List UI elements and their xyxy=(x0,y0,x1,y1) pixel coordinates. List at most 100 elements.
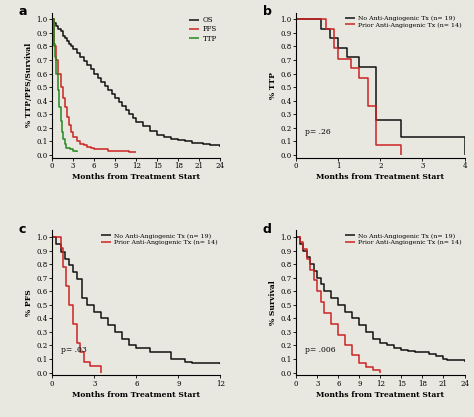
OS xyxy=(109,91,115,96)
TTP xyxy=(49,17,55,22)
No Anti-Angiogenic Tx (n= 19) xyxy=(344,55,349,60)
Prior Anti-Angiogenic Tx (n= 14) xyxy=(310,17,316,22)
Prior Anti-Angiogenic Tx (n= 14) xyxy=(58,245,64,250)
PFS xyxy=(88,144,93,149)
Prior Anti-Angiogenic Tx (n= 14) xyxy=(348,56,354,61)
PFS xyxy=(105,147,111,152)
Line: Prior Anti-Angiogenic Tx (n= 14): Prior Anti-Angiogenic Tx (n= 14) xyxy=(296,19,401,155)
No Anti-Angiogenic Tx (n= 19) xyxy=(374,117,379,122)
No Anti-Angiogenic Tx (n= 19) xyxy=(356,55,362,60)
No Anti-Angiogenic Tx (n= 19) xyxy=(182,357,188,362)
Prior Anti-Angiogenic Tx (n= 14) xyxy=(323,17,328,22)
Prior Anti-Angiogenic Tx (n= 14) xyxy=(318,299,324,304)
PFS xyxy=(127,150,132,155)
PFS xyxy=(54,58,59,63)
PFS xyxy=(91,146,97,151)
Prior Anti-Angiogenic Tx (n= 14) xyxy=(336,321,341,326)
TTP xyxy=(51,17,56,22)
PFS xyxy=(74,135,80,140)
No Anti-Angiogenic Tx (n= 19) xyxy=(336,36,341,41)
Line: OS: OS xyxy=(52,19,220,147)
Legend: No Anti-Angiogenic Tx (n= 19), Prior Anti-Angiogenic Tx (n= 14): No Anti-Angiogenic Tx (n= 19), Prior Ant… xyxy=(345,15,461,28)
Legend: No Anti-Angiogenic Tx (n= 19), Prior Anti-Angiogenic Tx (n= 14): No Anti-Angiogenic Tx (n= 19), Prior Ant… xyxy=(345,233,461,245)
Prior Anti-Angiogenic Tx (n= 14) xyxy=(349,352,355,357)
PFS xyxy=(119,148,125,153)
TTP xyxy=(55,87,61,92)
OS xyxy=(81,59,87,64)
TTP xyxy=(70,147,76,152)
Line: No Anti-Angiogenic Tx (n= 19): No Anti-Angiogenic Tx (n= 19) xyxy=(296,237,465,362)
Prior Anti-Angiogenic Tx (n= 14) xyxy=(342,332,348,337)
No Anti-Angiogenic Tx (n= 19) xyxy=(293,234,299,239)
OS xyxy=(81,55,87,60)
TTP xyxy=(54,71,59,76)
Line: PFS: PFS xyxy=(52,19,137,152)
Prior Anti-Angiogenic Tx (n= 14) xyxy=(321,310,327,315)
Prior Anti-Angiogenic Tx (n= 14) xyxy=(310,17,316,22)
PFS xyxy=(81,143,87,148)
PFS xyxy=(68,123,74,128)
Prior Anti-Angiogenic Tx (n= 14) xyxy=(66,302,72,307)
No Anti-Angiogenic Tx (n= 19) xyxy=(374,64,379,69)
Prior Anti-Angiogenic Tx (n= 14) xyxy=(91,363,97,368)
OS xyxy=(218,144,223,149)
No Anti-Angiogenic Tx (n= 19) xyxy=(321,282,327,287)
Prior Anti-Angiogenic Tx (n= 14) xyxy=(342,343,348,348)
Prior Anti-Angiogenic Tx (n= 14) xyxy=(356,361,362,366)
Prior Anti-Angiogenic Tx (n= 14) xyxy=(77,340,83,345)
Prior Anti-Angiogenic Tx (n= 14) xyxy=(54,234,59,239)
Text: p= .006: p= .006 xyxy=(305,346,335,354)
No Anti-Angiogenic Tx (n= 19) xyxy=(70,263,76,268)
Prior Anti-Angiogenic Tx (n= 14) xyxy=(293,234,299,239)
PFS xyxy=(49,17,55,22)
No Anti-Angiogenic Tx (n= 19) xyxy=(218,361,223,366)
Line: No Anti-Angiogenic Tx (n= 19): No Anti-Angiogenic Tx (n= 19) xyxy=(52,237,220,364)
Prior Anti-Angiogenic Tx (n= 14) xyxy=(377,367,383,372)
No Anti-Angiogenic Tx (n= 19) xyxy=(105,316,111,321)
Prior Anti-Angiogenic Tx (n= 14) xyxy=(364,364,369,369)
TTP xyxy=(64,141,69,146)
Prior Anti-Angiogenic Tx (n= 14) xyxy=(328,310,334,315)
OS xyxy=(88,63,93,68)
No Anti-Angiogenic Tx (n= 19) xyxy=(310,17,316,22)
Prior Anti-Angiogenic Tx (n= 14) xyxy=(377,370,383,375)
No Anti-Angiogenic Tx (n= 19) xyxy=(462,135,467,140)
X-axis label: Months from Treatment Start: Months from Treatment Start xyxy=(72,173,201,181)
Prior Anti-Angiogenic Tx (n= 14) xyxy=(331,45,337,50)
TTP xyxy=(62,136,68,141)
Prior Anti-Angiogenic Tx (n= 14) xyxy=(307,267,313,272)
TTP xyxy=(61,129,66,134)
Prior Anti-Angiogenic Tx (n= 14) xyxy=(374,103,379,108)
Prior Anti-Angiogenic Tx (n= 14) xyxy=(307,256,313,261)
No Anti-Angiogenic Tx (n= 19) xyxy=(190,359,195,364)
Prior Anti-Angiogenic Tx (n= 14) xyxy=(64,264,69,269)
TTP xyxy=(54,55,59,60)
Prior Anti-Angiogenic Tx (n= 14) xyxy=(49,234,55,239)
No Anti-Angiogenic Tx (n= 19) xyxy=(399,347,404,352)
PFS xyxy=(55,58,61,63)
No Anti-Angiogenic Tx (n= 19) xyxy=(377,117,383,122)
Prior Anti-Angiogenic Tx (n= 14) xyxy=(314,289,320,294)
Prior Anti-Angiogenic Tx (n= 14) xyxy=(390,143,396,148)
PFS xyxy=(55,71,61,76)
No Anti-Angiogenic Tx (n= 19) xyxy=(297,241,302,246)
Prior Anti-Angiogenic Tx (n= 14) xyxy=(58,234,64,239)
TTP xyxy=(59,118,65,123)
TTP xyxy=(58,118,64,123)
PFS xyxy=(99,147,104,152)
PFS xyxy=(66,123,72,128)
TTP xyxy=(56,87,62,92)
No Anti-Angiogenic Tx (n= 19) xyxy=(79,276,84,281)
No Anti-Angiogenic Tx (n= 19) xyxy=(399,135,404,140)
Prior Anti-Angiogenic Tx (n= 14) xyxy=(318,289,324,294)
PFS xyxy=(62,95,68,100)
PFS xyxy=(119,148,125,153)
No Anti-Angiogenic Tx (n= 19) xyxy=(66,263,72,268)
No Anti-Angiogenic Tx (n= 19) xyxy=(147,350,153,355)
Prior Anti-Angiogenic Tx (n= 14) xyxy=(54,234,59,239)
Prior Anti-Angiogenic Tx (n= 14) xyxy=(293,17,299,22)
TTP xyxy=(74,148,80,153)
TTP xyxy=(67,146,73,151)
Prior Anti-Angiogenic Tx (n= 14) xyxy=(301,240,306,245)
X-axis label: Months from Treatment Start: Months from Treatment Start xyxy=(72,391,201,399)
